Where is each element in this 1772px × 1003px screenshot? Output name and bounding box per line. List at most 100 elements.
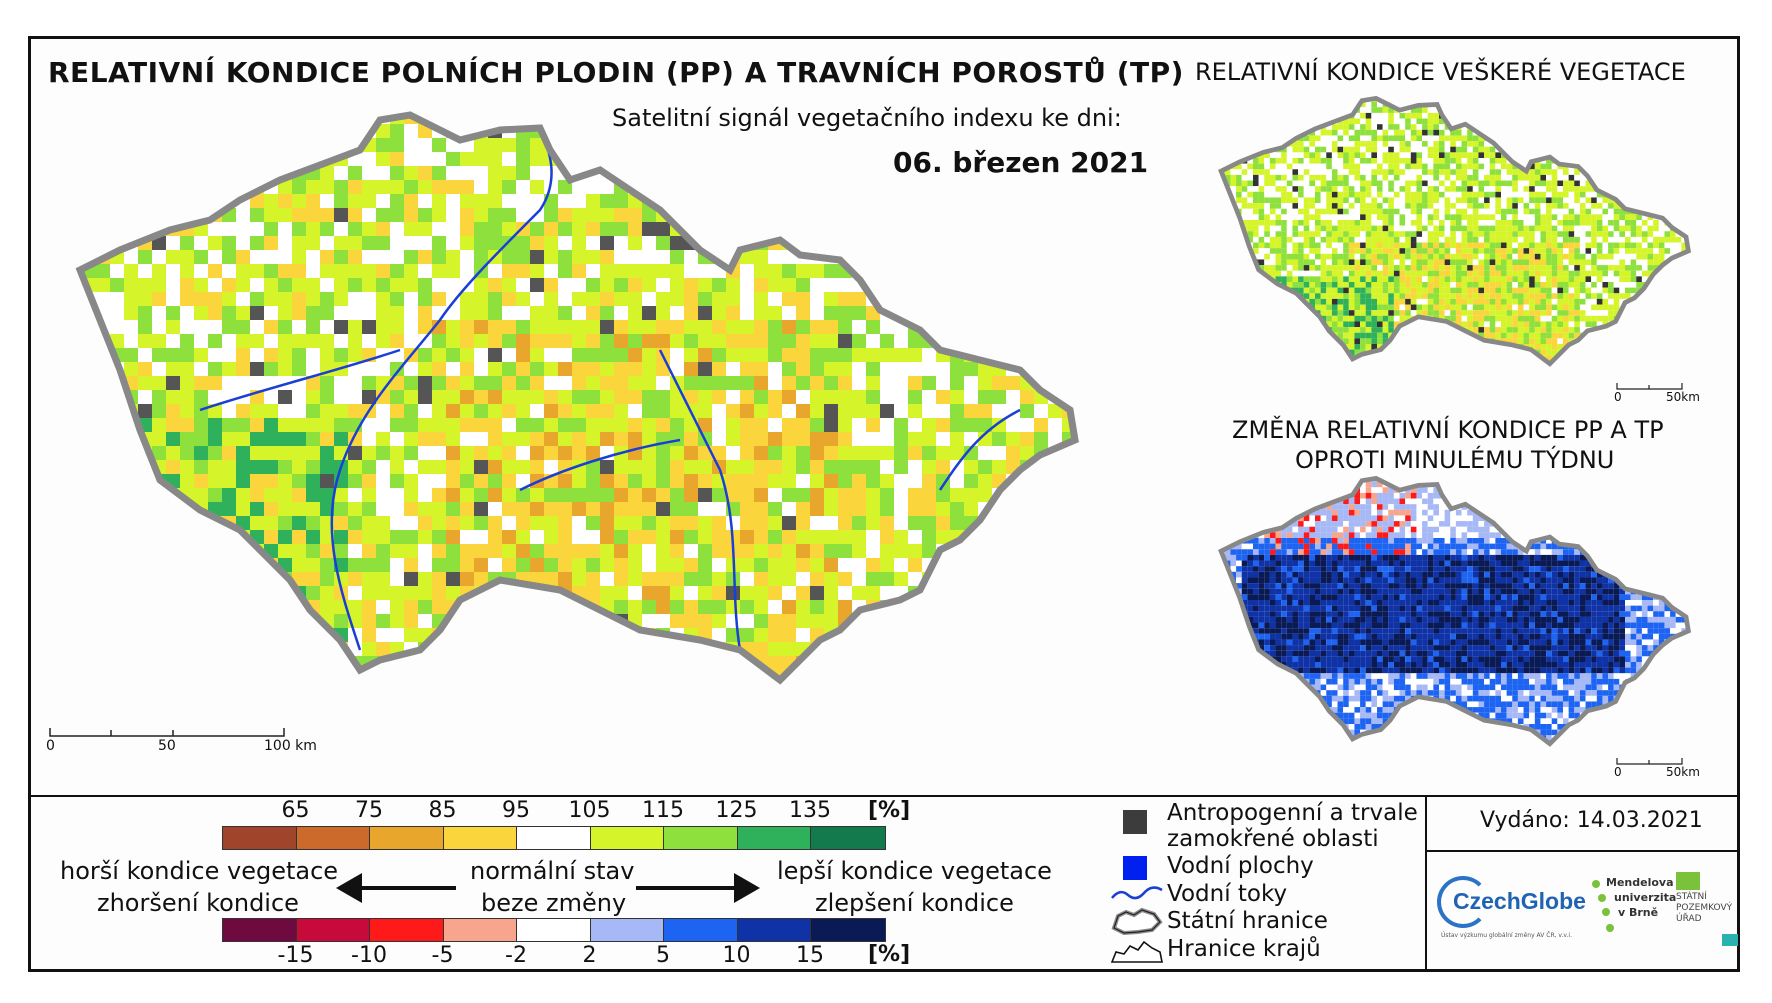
map-cell <box>908 418 922 432</box>
map-cell <box>1377 112 1383 119</box>
map-cell <box>1348 129 1355 136</box>
map-cell <box>810 726 824 740</box>
map-cell <box>1090 404 1104 418</box>
map-cell <box>1484 101 1490 108</box>
map-cell <box>96 376 110 390</box>
map-cell <box>684 600 698 614</box>
map-cell <box>54 222 68 236</box>
map-cell <box>446 278 460 292</box>
map-cell <box>236 474 250 488</box>
map-cell <box>1132 474 1146 488</box>
map-cell <box>446 460 460 474</box>
map-cell <box>1298 118 1304 125</box>
map-cell <box>1118 446 1132 460</box>
map-cell <box>306 348 320 362</box>
map-cell <box>152 698 166 712</box>
map-cell <box>1076 404 1090 418</box>
map-cell <box>82 698 96 712</box>
map-cell <box>180 418 194 432</box>
map-cell <box>628 236 642 250</box>
map-cell <box>1303 101 1310 108</box>
map-cell <box>516 754 530 768</box>
map-cell <box>1546 101 1552 108</box>
map-cell <box>1241 129 1248 136</box>
map-cell <box>838 670 852 680</box>
map-cell <box>964 544 978 558</box>
map-cell <box>1371 141 1377 147</box>
map-cell <box>936 460 950 474</box>
map-cell <box>82 334 96 348</box>
map-cell <box>642 446 656 460</box>
map-cell <box>502 404 516 418</box>
map-cell <box>1034 348 1048 362</box>
map-cell <box>670 502 684 516</box>
map-cell <box>1641 124 1648 130</box>
map-cell <box>1343 101 1349 108</box>
map-cell <box>1132 376 1146 390</box>
map-cell <box>544 754 558 768</box>
map-cell <box>1388 98 1394 102</box>
map-cell <box>726 754 740 768</box>
map-cell <box>250 278 264 292</box>
map-cell <box>1315 135 1321 142</box>
map-cell <box>1613 112 1620 119</box>
map-cell <box>614 390 628 404</box>
map-cell <box>796 502 810 516</box>
map-cell <box>236 684 250 698</box>
map-cell <box>1104 236 1118 250</box>
map-cell <box>628 124 642 138</box>
map-cell <box>656 124 670 138</box>
map-cell <box>80 334 82 348</box>
map-cell <box>320 418 334 432</box>
map-cell <box>1461 141 1468 147</box>
map-cell <box>376 698 390 712</box>
map-cell <box>432 320 446 334</box>
map-cell <box>572 740 586 754</box>
map-cell <box>712 698 726 712</box>
map-cell <box>558 656 572 670</box>
map-cell <box>222 544 236 558</box>
map-cell <box>880 418 894 432</box>
map-cell <box>1563 101 1569 108</box>
map-cell <box>236 488 250 502</box>
map-cell <box>810 432 824 446</box>
map-cell <box>642 670 656 680</box>
map-cell <box>488 264 502 278</box>
map-cell <box>264 418 278 432</box>
map-cell <box>1365 124 1372 130</box>
map-cell <box>782 460 796 474</box>
map-cell <box>1208 102 1214 108</box>
map-cell <box>936 418 950 432</box>
map-cell <box>166 516 180 530</box>
map-cell <box>138 166 152 180</box>
map-cell <box>740 502 754 516</box>
map-cell <box>1393 141 1400 147</box>
map-cell <box>684 642 698 656</box>
map-cell <box>292 404 306 418</box>
map-cell <box>824 138 838 152</box>
map-cell <box>656 754 670 768</box>
map-cell <box>1602 112 1609 119</box>
map-cell <box>334 432 348 446</box>
map-cell <box>1647 118 1654 125</box>
map-cell <box>82 460 96 474</box>
map-cell <box>1343 152 1349 158</box>
map-cell <box>782 418 796 432</box>
map-cell <box>698 740 712 754</box>
map-cell <box>740 152 754 166</box>
map-cell <box>810 488 824 502</box>
map-cell <box>502 502 516 516</box>
map-cell <box>1681 112 1687 119</box>
map-cell <box>362 334 376 348</box>
map-cell <box>404 432 418 446</box>
map-cell <box>138 502 152 516</box>
map-cell <box>1174 306 1180 320</box>
map-cell <box>250 236 264 250</box>
map-cell <box>1393 135 1400 142</box>
map-cell <box>222 446 236 460</box>
map-cell <box>1517 141 1524 147</box>
map-cell <box>516 208 530 222</box>
map-cell <box>1540 135 1547 142</box>
map-cell <box>530 754 544 768</box>
map-cell <box>362 712 376 726</box>
